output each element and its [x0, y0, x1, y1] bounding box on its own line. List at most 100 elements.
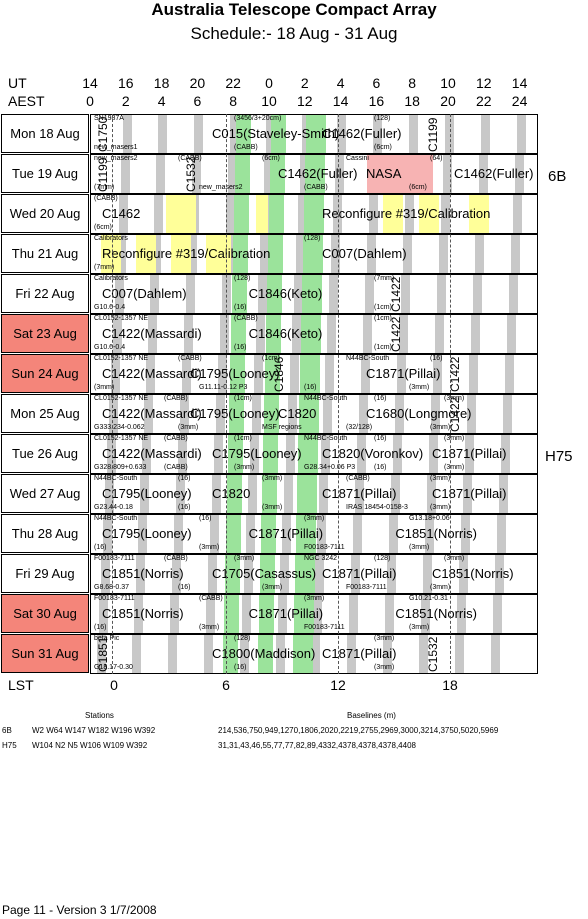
- lst-tick: 0: [110, 677, 118, 693]
- config-h75: H75: [545, 448, 573, 465]
- day-label: Sun 24 Aug: [11, 366, 79, 381]
- lst-tick: 12: [330, 677, 346, 693]
- entry-note: G23.44-0.18: [94, 504, 133, 511]
- lst-tick: 18: [442, 677, 458, 693]
- aest-tick: 24: [511, 93, 528, 109]
- entry-label: C1680(Longmore): [366, 406, 472, 421]
- day-label: Mon 18 Aug: [10, 126, 80, 141]
- day-schedule: [90, 114, 538, 154]
- day-label: Mon 25 Aug: [10, 406, 80, 421]
- entry-note: new_masers1: [94, 144, 138, 151]
- entry-note: (16): [304, 384, 317, 391]
- entry-note: (16): [234, 344, 247, 351]
- entry-label: C1871(Pillai): [432, 446, 507, 461]
- entry-note: (3mm): [262, 475, 283, 482]
- config-h75-stations: W104 N2 N5 W106 W109 W392: [32, 741, 148, 750]
- entry-label: C1871(Pillai): [248, 606, 324, 621]
- entry-note: (16): [374, 435, 387, 442]
- aest-tick: 20: [440, 93, 456, 109]
- entry-note: G8.68-0.37: [94, 584, 130, 591]
- day-schedule: [90, 554, 538, 594]
- entry-note: G10.6-0.4: [94, 344, 126, 351]
- entry-note: (7mm): [94, 264, 115, 271]
- entry-note: (3mm): [444, 395, 465, 402]
- entry-label: C015(Staveley-Smith): [212, 126, 340, 141]
- day-row-label-box: [1, 154, 89, 193]
- day-label: Thu 28 Aug: [11, 526, 79, 541]
- entry-label: C1800(Maddison): [212, 646, 316, 661]
- day-schedule: [90, 314, 538, 354]
- aest-tick: 6: [193, 93, 202, 109]
- entry-note: beta Pic: [94, 635, 120, 642]
- entry-note: CL0152-1357 NE: [94, 315, 149, 322]
- entry-label: C1820(Voronkov): [322, 446, 424, 461]
- entry-note: NGC 3242: [304, 555, 338, 562]
- entry-label: C1851(Norris): [432, 566, 514, 581]
- day-label: Sun 31 Aug: [11, 646, 79, 661]
- entry-note: (16): [178, 475, 191, 482]
- entry-note: G10.21-0.31: [409, 595, 448, 602]
- day-label: Tue 19 Aug: [11, 166, 78, 181]
- entry-note: IRAS 18454-0158-3: [346, 504, 408, 511]
- entry-label: C1820: [212, 486, 251, 501]
- entry-note: (3mm): [430, 504, 451, 511]
- entry-note: F00183-7111: [94, 595, 135, 602]
- entry-note: (3mm): [444, 555, 465, 562]
- ut-tick: 16: [118, 75, 134, 91]
- entry-note: (CABB): [94, 195, 118, 202]
- entry-note: (16): [94, 624, 107, 631]
- aest-tick: 12: [297, 93, 313, 109]
- aest-label: AEST: [8, 93, 45, 109]
- stations-header: Stations: [85, 711, 114, 720]
- entry-note: (3mm): [199, 624, 220, 631]
- entry-note: CL0152-1357 NE: [94, 355, 149, 362]
- entry-note: N44BC-South: [94, 475, 138, 482]
- ut-tick: 14: [511, 75, 528, 91]
- ut-tick: 12: [476, 75, 492, 91]
- day-row-label-box: [1, 114, 89, 153]
- entry-note: (3mm): [262, 584, 283, 591]
- entry-note: (16): [178, 504, 191, 511]
- entry-label: Reconfigure #319/Calibration: [102, 246, 271, 261]
- entry-label: C1851(Norris): [102, 566, 184, 581]
- entry-note: (16): [178, 584, 191, 591]
- day-schedule: [90, 394, 538, 434]
- entry-label: C1795(Looney): [212, 446, 302, 461]
- entry-note: (32/128): [346, 424, 373, 431]
- entry-note: (CABB): [164, 395, 188, 402]
- lst-line: [112, 114, 113, 674]
- entry-note: (CABB): [178, 155, 202, 162]
- ut-tick: 8: [408, 75, 417, 91]
- entry-note: Cassini: [346, 155, 369, 162]
- entry-label: C1422(Massardi): [102, 366, 202, 381]
- entry-label: C1422(Massardi): [102, 406, 202, 421]
- day-row-label-box: [1, 514, 89, 553]
- aest-tick: 8: [229, 93, 238, 109]
- day-label: Wed 27 Aug: [9, 486, 81, 501]
- entry-note: (3mm): [304, 595, 325, 602]
- entry-note: (1cm): [374, 304, 392, 311]
- entry-note: G18.17-0.30: [94, 664, 133, 671]
- entry-label: C1871(Pillai): [366, 366, 441, 381]
- ut-label: UT: [8, 75, 27, 91]
- entry-note: (CABB): [199, 595, 223, 602]
- entry-label: C1851(Norris): [102, 606, 184, 621]
- entry-label: C1871(Pillai): [432, 486, 507, 501]
- entry-note: (3mm): [430, 475, 451, 482]
- aest-tick: 22: [476, 93, 492, 109]
- entry-note: (6cm): [374, 144, 392, 151]
- entry-label: C1462(Fuller): [454, 166, 534, 181]
- entry-note: G11.11-0.12 P3: [199, 384, 248, 391]
- entry-note: (3mm): [444, 464, 465, 471]
- ut-tick: 2: [300, 75, 309, 91]
- day-row-label-box: [1, 594, 89, 633]
- entry-note: (128): [374, 555, 391, 562]
- entry-note: (6cm): [94, 224, 112, 231]
- entry-label: C007(Dahlem): [322, 246, 407, 261]
- entry-note: (3mm): [430, 424, 451, 431]
- entry-label: C1851(Norris): [395, 606, 477, 621]
- entry-label: C1846(Keto): [248, 326, 323, 341]
- entry-note: (16): [94, 544, 107, 551]
- entry-note: (16): [199, 515, 212, 522]
- entry-note: (CABB): [304, 184, 328, 191]
